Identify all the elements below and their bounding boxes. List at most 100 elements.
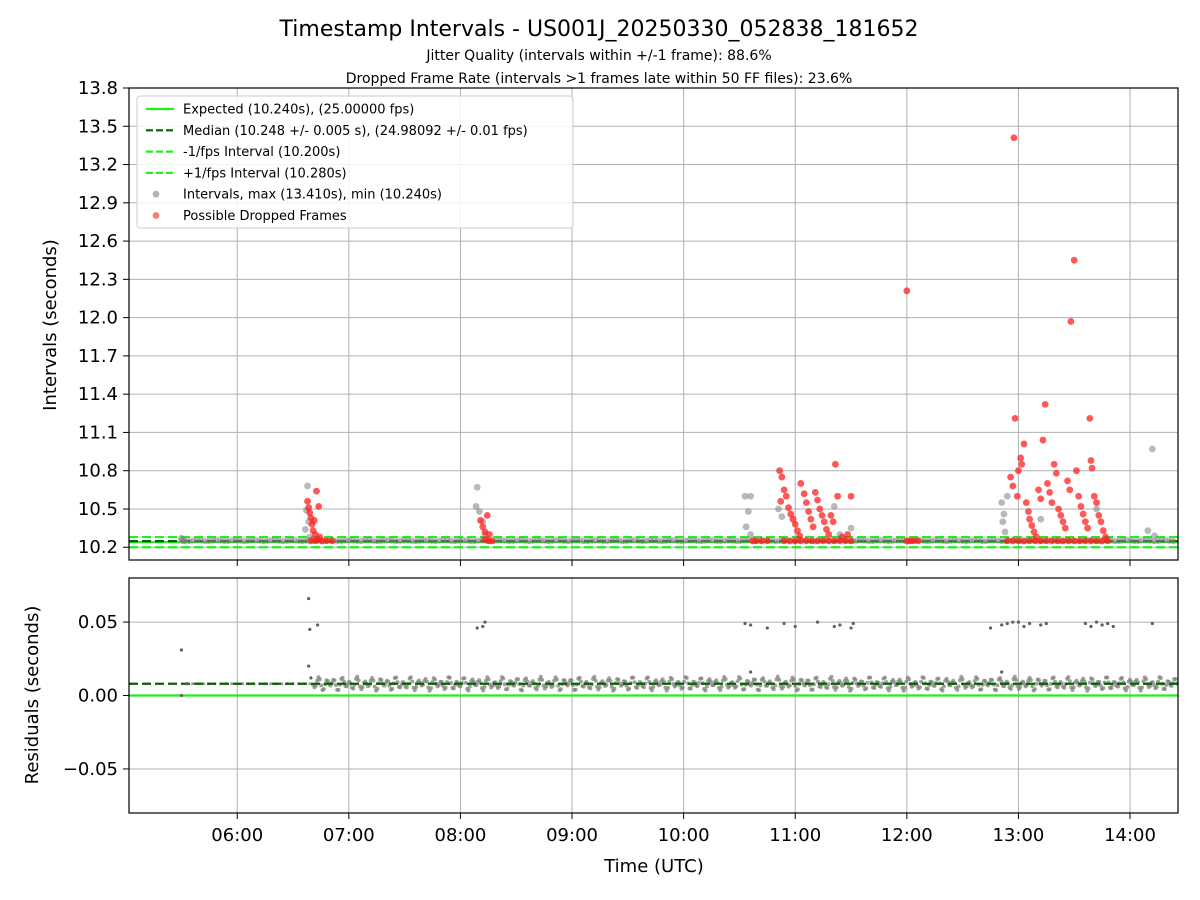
dropped-frame-point [777,497,785,505]
dropped-frame-point [1031,537,1039,545]
dropped-frame-point [1086,415,1094,422]
residual-point [688,686,693,691]
x-tick-label: 07:00 [323,825,375,846]
residual-point [379,678,384,683]
residual-point [482,685,487,690]
residual-point [458,684,463,689]
dropped-frame-point [1067,318,1075,325]
residual-point [815,620,820,624]
residual-point [941,684,946,689]
residual-point [202,682,206,686]
dropped-frame-point [829,518,837,526]
interval-point [1001,528,1009,536]
residual-point [1000,623,1004,627]
residual-point [191,682,195,686]
interval-point [472,503,480,510]
residual-point [398,685,403,690]
legend-entry: Possible Dropped Frames [183,209,347,224]
dropped-frame-point [486,531,493,538]
residual-point [1034,681,1039,686]
residual-point [904,679,909,684]
dropped-frame-point [1037,537,1045,545]
residual-point [1113,680,1118,685]
top-y-tick-label: 11.1 [78,422,118,443]
residual-point [179,693,184,698]
residual-point [1036,678,1041,683]
dropped-frame-point [1020,440,1028,448]
residual-point [319,683,324,688]
residual-point [865,680,870,685]
residual-point [424,679,429,684]
residual-point [360,684,365,689]
residual-point [649,688,654,693]
dropped-frame-point [1028,522,1036,529]
dropped-frame-point [1055,505,1062,513]
residual-point [999,679,1004,684]
residual-point [632,680,637,685]
residual-point [466,688,471,693]
residual-point [748,623,753,627]
residual-point [631,675,636,680]
interval-point [1148,445,1156,453]
residual-point [782,621,786,626]
residual-point [765,626,769,630]
residual-point [940,688,945,693]
dropped-frame-point [834,492,842,500]
dropped-frame-point [782,492,790,500]
residual-point [1082,679,1087,684]
dropped-frame-point [1087,537,1095,545]
interval-point [1003,492,1011,500]
dropped-frame-point [1050,460,1058,468]
dropped-frame-point [1007,473,1015,481]
residual-point [538,674,543,679]
residual-point [742,687,747,692]
legend-entry: Median (10.248 +/- 0.005 s), (24.98092 +… [183,124,528,139]
interval-point [775,505,782,513]
residual-point [340,675,345,680]
residual-point [932,684,937,689]
residual-point [1158,676,1163,681]
legend-box [136,95,574,229]
residual-point [309,676,313,680]
residual-point [408,675,413,680]
residual-point [945,679,950,684]
residual-point [356,678,361,683]
residual-point [573,687,578,692]
top-y-tick-label: 12.3 [78,269,118,290]
dropped-frame-point [1093,537,1100,545]
dropped-frame-point [814,496,821,504]
dropped-frame-point [791,537,799,545]
dropped-frame-point [304,497,311,505]
residual-point [317,677,322,682]
dropped-frame-point [1090,492,1098,500]
residual-point [777,677,782,682]
dropped-frame-point [914,537,922,545]
dropped-frame-point [1104,537,1112,545]
residual-point [849,686,854,691]
residual-point [307,596,311,601]
dropped-frame-point [778,473,786,481]
residual-point [332,678,337,683]
x-tick-label: 10:00 [658,825,710,846]
residual-point [501,676,506,681]
dropped-frame-point [1048,537,1056,545]
dropped-frame-point [838,533,846,541]
top-y-tick-label: 11.4 [78,384,118,405]
dropped-frame-point [1076,537,1084,545]
top-y-tick-label: 10.5 [78,499,118,520]
top-y-tick-label: 13.5 [78,116,118,137]
residual-point [864,686,869,691]
residual-point [1028,678,1033,683]
residual-point [684,675,689,680]
dropped-frame-point [1037,495,1045,503]
residual-point [762,679,767,684]
residual-point [983,679,988,684]
dropped-frame-point [1066,486,1074,494]
interval-point [476,508,483,515]
interval-point [744,508,752,515]
residual-point [1141,679,1146,684]
residual-point [810,687,815,692]
residual-point [544,684,549,689]
residual-point [497,684,502,689]
residual-point [280,682,284,686]
